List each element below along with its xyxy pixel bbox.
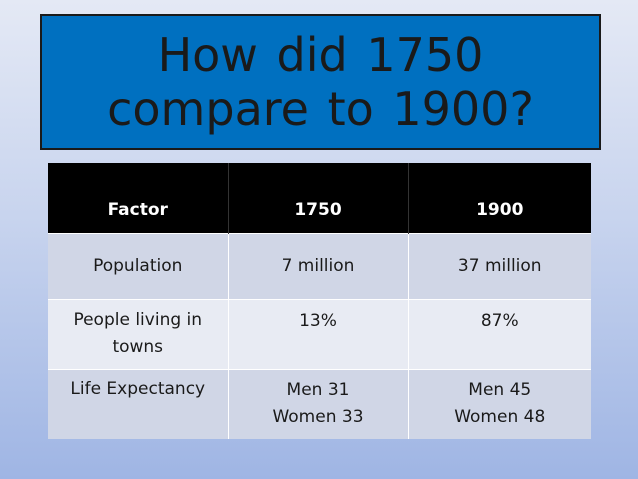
table-header: Factor 1750 1900: [48, 163, 591, 233]
table-body: Population 7 million 37 million People l…: [48, 233, 591, 439]
title-line-2: compare to 1900?: [107, 82, 534, 136]
table-row-population: Population 7 million 37 million: [48, 233, 591, 299]
cell-1750: 7 million: [227, 233, 408, 299]
cell-text: 37 million: [457, 255, 542, 276]
cell-1900: Men 45 Women 48: [407, 369, 591, 439]
cell-text: Men 31: [286, 380, 350, 401]
cell-text: towns: [112, 337, 164, 357]
cell-text: 87%: [480, 310, 519, 331]
cell-factor: People living in towns: [48, 299, 228, 369]
cell-text: 13%: [299, 310, 337, 331]
header-1750: 1750: [227, 163, 408, 233]
cell-text: Population: [93, 255, 183, 276]
header-1900: 1900: [407, 163, 591, 233]
cell-text: 7 million: [281, 255, 355, 276]
cell-text: Women 48: [454, 407, 546, 428]
cell-factor: Population: [48, 233, 228, 299]
cell-1750: Men 31 Women 33: [227, 369, 408, 439]
slide-title: How did 1750 compare to 1900?: [86, 28, 556, 136]
cell-text: Men 45: [468, 380, 532, 401]
cell-1900: 37 million: [407, 233, 591, 299]
cell-1750: 13%: [227, 299, 408, 369]
cell-1900: 87%: [407, 299, 591, 369]
header-factor: Factor: [48, 163, 228, 233]
table-row-towns: People living in towns 13% 87%: [48, 299, 591, 369]
comparison-table: Factor 1750 1900 Population 7 million 37…: [48, 163, 591, 439]
cell-text: Women 33: [272, 407, 364, 428]
cell-text: People living in: [73, 310, 203, 330]
title-line-1: How did 1750: [157, 28, 484, 82]
table-row-life-expectancy: Life Expectancy Men 31 Women 33 Men 45 W…: [48, 369, 591, 439]
cell-factor: Life Expectancy: [48, 369, 228, 439]
header-row: Factor 1750 1900: [48, 163, 591, 233]
title-box: How did 1750 compare to 1900?: [40, 14, 601, 150]
cell-text: Life Expectancy: [70, 378, 206, 399]
